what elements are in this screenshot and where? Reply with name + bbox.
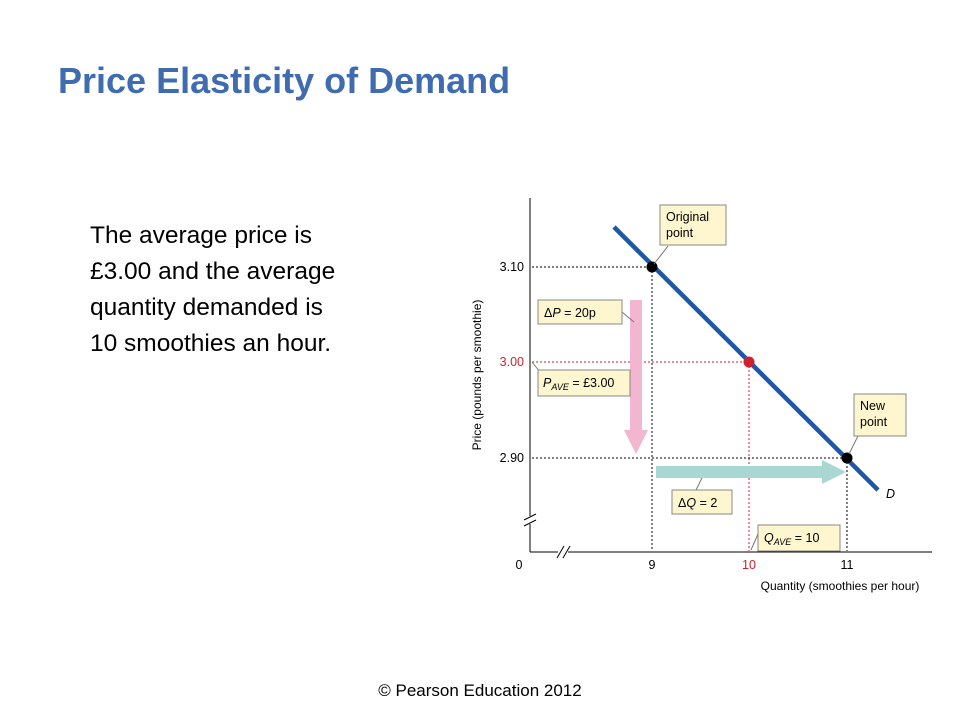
new-point-callout: New point xyxy=(848,393,907,455)
original-point-marker xyxy=(646,261,658,273)
new-point-label: point xyxy=(860,415,888,429)
p-ave-value: = £3.00 xyxy=(569,376,615,390)
x-tick-label: 9 xyxy=(649,558,656,572)
price-change-arrow xyxy=(624,300,648,454)
svg-text:QAVE = 10: QAVE = 10 xyxy=(764,531,819,547)
average-point-marker xyxy=(743,356,755,368)
delta-p-value: = 20p xyxy=(561,306,596,320)
demand-curve-label: D xyxy=(886,487,895,501)
y-axis-title: Price (pounds per smoothie) xyxy=(470,300,484,451)
body-line: £3.00 and the average xyxy=(90,258,336,285)
slide-title: Price Elasticity of Demand xyxy=(58,60,511,101)
original-point-label: Original xyxy=(666,210,709,224)
original-point-label: point xyxy=(666,226,694,240)
quantity-change-arrow xyxy=(656,460,846,484)
x-tick-label: 10 xyxy=(742,558,756,572)
p-ave-var: P xyxy=(543,376,552,390)
svg-text:ΔP = 20p: ΔP = 20p xyxy=(544,306,596,320)
q-ave-var: Q xyxy=(764,531,774,545)
x-tick-label: 11 xyxy=(841,558,854,572)
delta-p-text: Δ xyxy=(544,306,552,320)
body-line: The average price is xyxy=(90,222,312,249)
svg-text:PAVE = £3.00: PAVE = £3.00 xyxy=(543,376,614,392)
q-ave-callout: QAVE = 10 xyxy=(750,524,841,552)
body-line: 10 smoothies an hour. xyxy=(90,330,332,357)
y-tick-label: 3.10 xyxy=(500,260,524,274)
body-line: quantity demanded is xyxy=(90,294,323,321)
svg-text:ΔQ = 2: ΔQ = 2 xyxy=(678,496,717,510)
original-point-callout: Original point xyxy=(653,204,727,265)
new-point-label: New xyxy=(860,399,886,413)
delta-p-callout: ΔP = 20p xyxy=(537,299,635,325)
p-ave-callout: PAVE = £3.00 xyxy=(531,361,631,397)
y-axis-break-mark xyxy=(523,513,537,527)
delta-q-value: = 2 xyxy=(696,496,717,510)
q-ave-value: = 10 xyxy=(791,531,819,545)
delta-q-callout: ΔQ = 2 xyxy=(671,477,733,515)
q-ave-sub: AVE xyxy=(773,537,793,547)
p-ave-sub: AVE xyxy=(550,382,570,392)
x-tick-label: 0 xyxy=(516,558,523,572)
slide-body-text: The average price is £3.00 and the avera… xyxy=(90,218,420,362)
y-tick-label: 3.00 xyxy=(500,355,524,369)
delta-q-var: Q xyxy=(686,496,696,510)
y-tick-label: 2.90 xyxy=(500,451,524,465)
delta-q-text: Δ xyxy=(678,496,686,510)
x-axis-break-mark xyxy=(556,545,571,559)
x-axis-title: Quantity (smoothies per hour) xyxy=(761,579,920,593)
delta-p-var: P xyxy=(552,306,561,320)
copyright-footer: © Pearson Education 2012 xyxy=(378,681,582,700)
demand-chart: Price (pounds per smoothie) Quantity (sm… xyxy=(470,198,932,593)
new-point-marker xyxy=(841,452,853,464)
